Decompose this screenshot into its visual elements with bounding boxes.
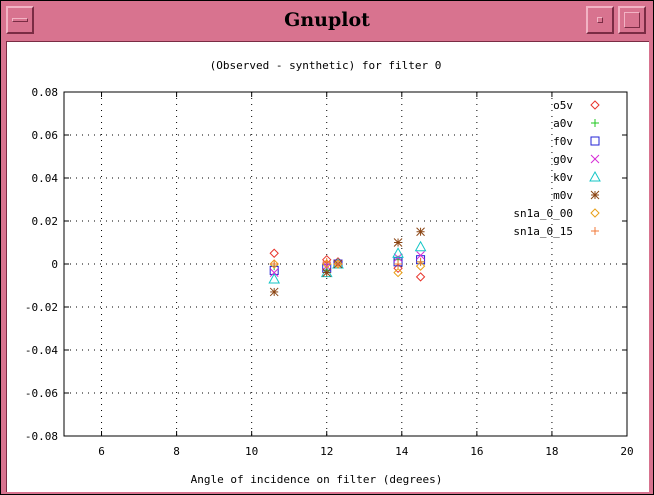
data-point-g0v bbox=[322, 261, 332, 271]
minimize-button[interactable] bbox=[586, 6, 614, 34]
data-point-sn1a_0_15 bbox=[270, 260, 279, 268]
data-point-g0v bbox=[416, 251, 425, 260]
legend-label: k0v bbox=[553, 171, 573, 184]
data-point-o5v bbox=[269, 248, 279, 258]
y-tick-label: 0 bbox=[51, 258, 58, 271]
legend-item-k0v: k0v bbox=[553, 170, 601, 184]
x-tick-label: 10 bbox=[245, 445, 258, 458]
legend-marker-o5v bbox=[590, 100, 600, 110]
x-tick-label: 14 bbox=[395, 445, 409, 458]
legend-item-a0v: a0v bbox=[553, 117, 599, 130]
y-tick-label: -0.06 bbox=[25, 387, 58, 400]
x-tick-label: 16 bbox=[470, 445, 483, 458]
legend-label: o5v bbox=[553, 99, 573, 112]
data-point-sn1a_0_00 bbox=[415, 261, 426, 271]
data-point-m0v bbox=[416, 227, 425, 237]
window-menu-button[interactable] bbox=[6, 6, 34, 34]
x-tick-label: 18 bbox=[545, 445, 558, 458]
data-point-m0v bbox=[393, 238, 403, 247]
legend-marker-sn1a_0_15 bbox=[591, 227, 599, 235]
data-points bbox=[268, 227, 427, 297]
data-point-m0v bbox=[322, 268, 332, 277]
legend-item-f0v: f0v bbox=[553, 135, 600, 148]
x-tick-label: 8 bbox=[173, 445, 180, 458]
legend-marker-sn1a_0_00 bbox=[590, 208, 600, 218]
y-tick-label: -0.04 bbox=[25, 344, 58, 357]
legend-marker-g0v bbox=[590, 154, 600, 164]
grid-lines bbox=[64, 92, 627, 436]
window-title: Gnuplot bbox=[284, 9, 370, 31]
data-point-k0v bbox=[414, 240, 427, 252]
plot-area: 6 8 10 12 14 16 18 20 0.08 0.06 0.04 0.02 0 -0.02 -0.0… bbox=[6, 41, 649, 492]
title-bar[interactable]: Gnuplot bbox=[1, 1, 653, 41]
axis-ticks: 6 8 10 12 14 16 18 20 0.08 0.06 0.04 0.02 0 -0.02 -0.0… bbox=[25, 86, 634, 458]
x-tick-label: 20 bbox=[620, 445, 633, 458]
legend: o5v a0v f0v g0v k0v m0v sn1a_0_00 sn1a_0_15 bbox=[513, 99, 601, 238]
y-tick-label: -0.02 bbox=[25, 301, 58, 314]
maximize-button[interactable] bbox=[618, 6, 646, 34]
x-axis-label: Angle of incidence on filter (degrees) bbox=[191, 473, 443, 486]
y-tick-label: 0.04 bbox=[32, 172, 59, 185]
y-tick-label: -0.08 bbox=[25, 430, 58, 443]
legend-item-sn1a_0_00: sn1a_0_00 bbox=[513, 207, 600, 220]
legend-label: m0v bbox=[553, 189, 573, 202]
legend-label: g0v bbox=[553, 153, 573, 166]
legend-label: f0v bbox=[553, 135, 573, 148]
data-point-o5v bbox=[393, 263, 403, 274]
legend-item-sn1a_0_15: sn1a_0_15 bbox=[513, 225, 599, 238]
data-point-k0v bbox=[268, 273, 281, 284]
legend-item-m0v: m0v bbox=[553, 189, 600, 202]
legend-label: sn1a_0_00 bbox=[513, 207, 573, 220]
data-point-g0v bbox=[269, 268, 279, 277]
data-point-sn1a_0_00 bbox=[322, 259, 332, 269]
y-tick-label: 0.08 bbox=[32, 86, 59, 99]
maximize-icon bbox=[624, 12, 640, 28]
legend-marker-f0v bbox=[590, 136, 600, 146]
data-point-m0v bbox=[269, 287, 279, 297]
data-point-k0v bbox=[392, 247, 404, 258]
x-tick-label: 12 bbox=[320, 445, 333, 458]
legend-label: a0v bbox=[553, 117, 573, 130]
x-tick-label: 6 bbox=[98, 445, 105, 458]
legend-label: sn1a_0_15 bbox=[513, 225, 573, 238]
legend-item-g0v: g0v bbox=[553, 153, 600, 166]
scatter-plot: 6 8 10 12 14 16 18 20 0.08 0.06 0.04 0.02 0 -0.02 -0.0… bbox=[25, 59, 634, 486]
data-point-sn1a_0_00 bbox=[393, 267, 403, 278]
menu-bar-icon bbox=[12, 18, 28, 22]
y-tick-label: 0.06 bbox=[32, 129, 59, 142]
chart-title: (Observed - synthetic) for filter 0 bbox=[210, 59, 442, 72]
data-point-sn1a_0_15 bbox=[394, 260, 403, 268]
data-point-sn1a_0_15 bbox=[333, 260, 342, 268]
minimize-icon bbox=[597, 17, 603, 23]
data-point-sn1a_0_15 bbox=[416, 257, 425, 266]
y-tick-label: 0.02 bbox=[32, 215, 59, 228]
legend-marker-k0v bbox=[589, 170, 601, 182]
legend-marker-a0v bbox=[591, 119, 599, 127]
data-point-sn1a_0_15 bbox=[322, 257, 331, 266]
legend-marker-m0v bbox=[590, 190, 600, 200]
data-point-o5v bbox=[415, 272, 426, 282]
legend-item-o5v: o5v bbox=[553, 99, 600, 112]
